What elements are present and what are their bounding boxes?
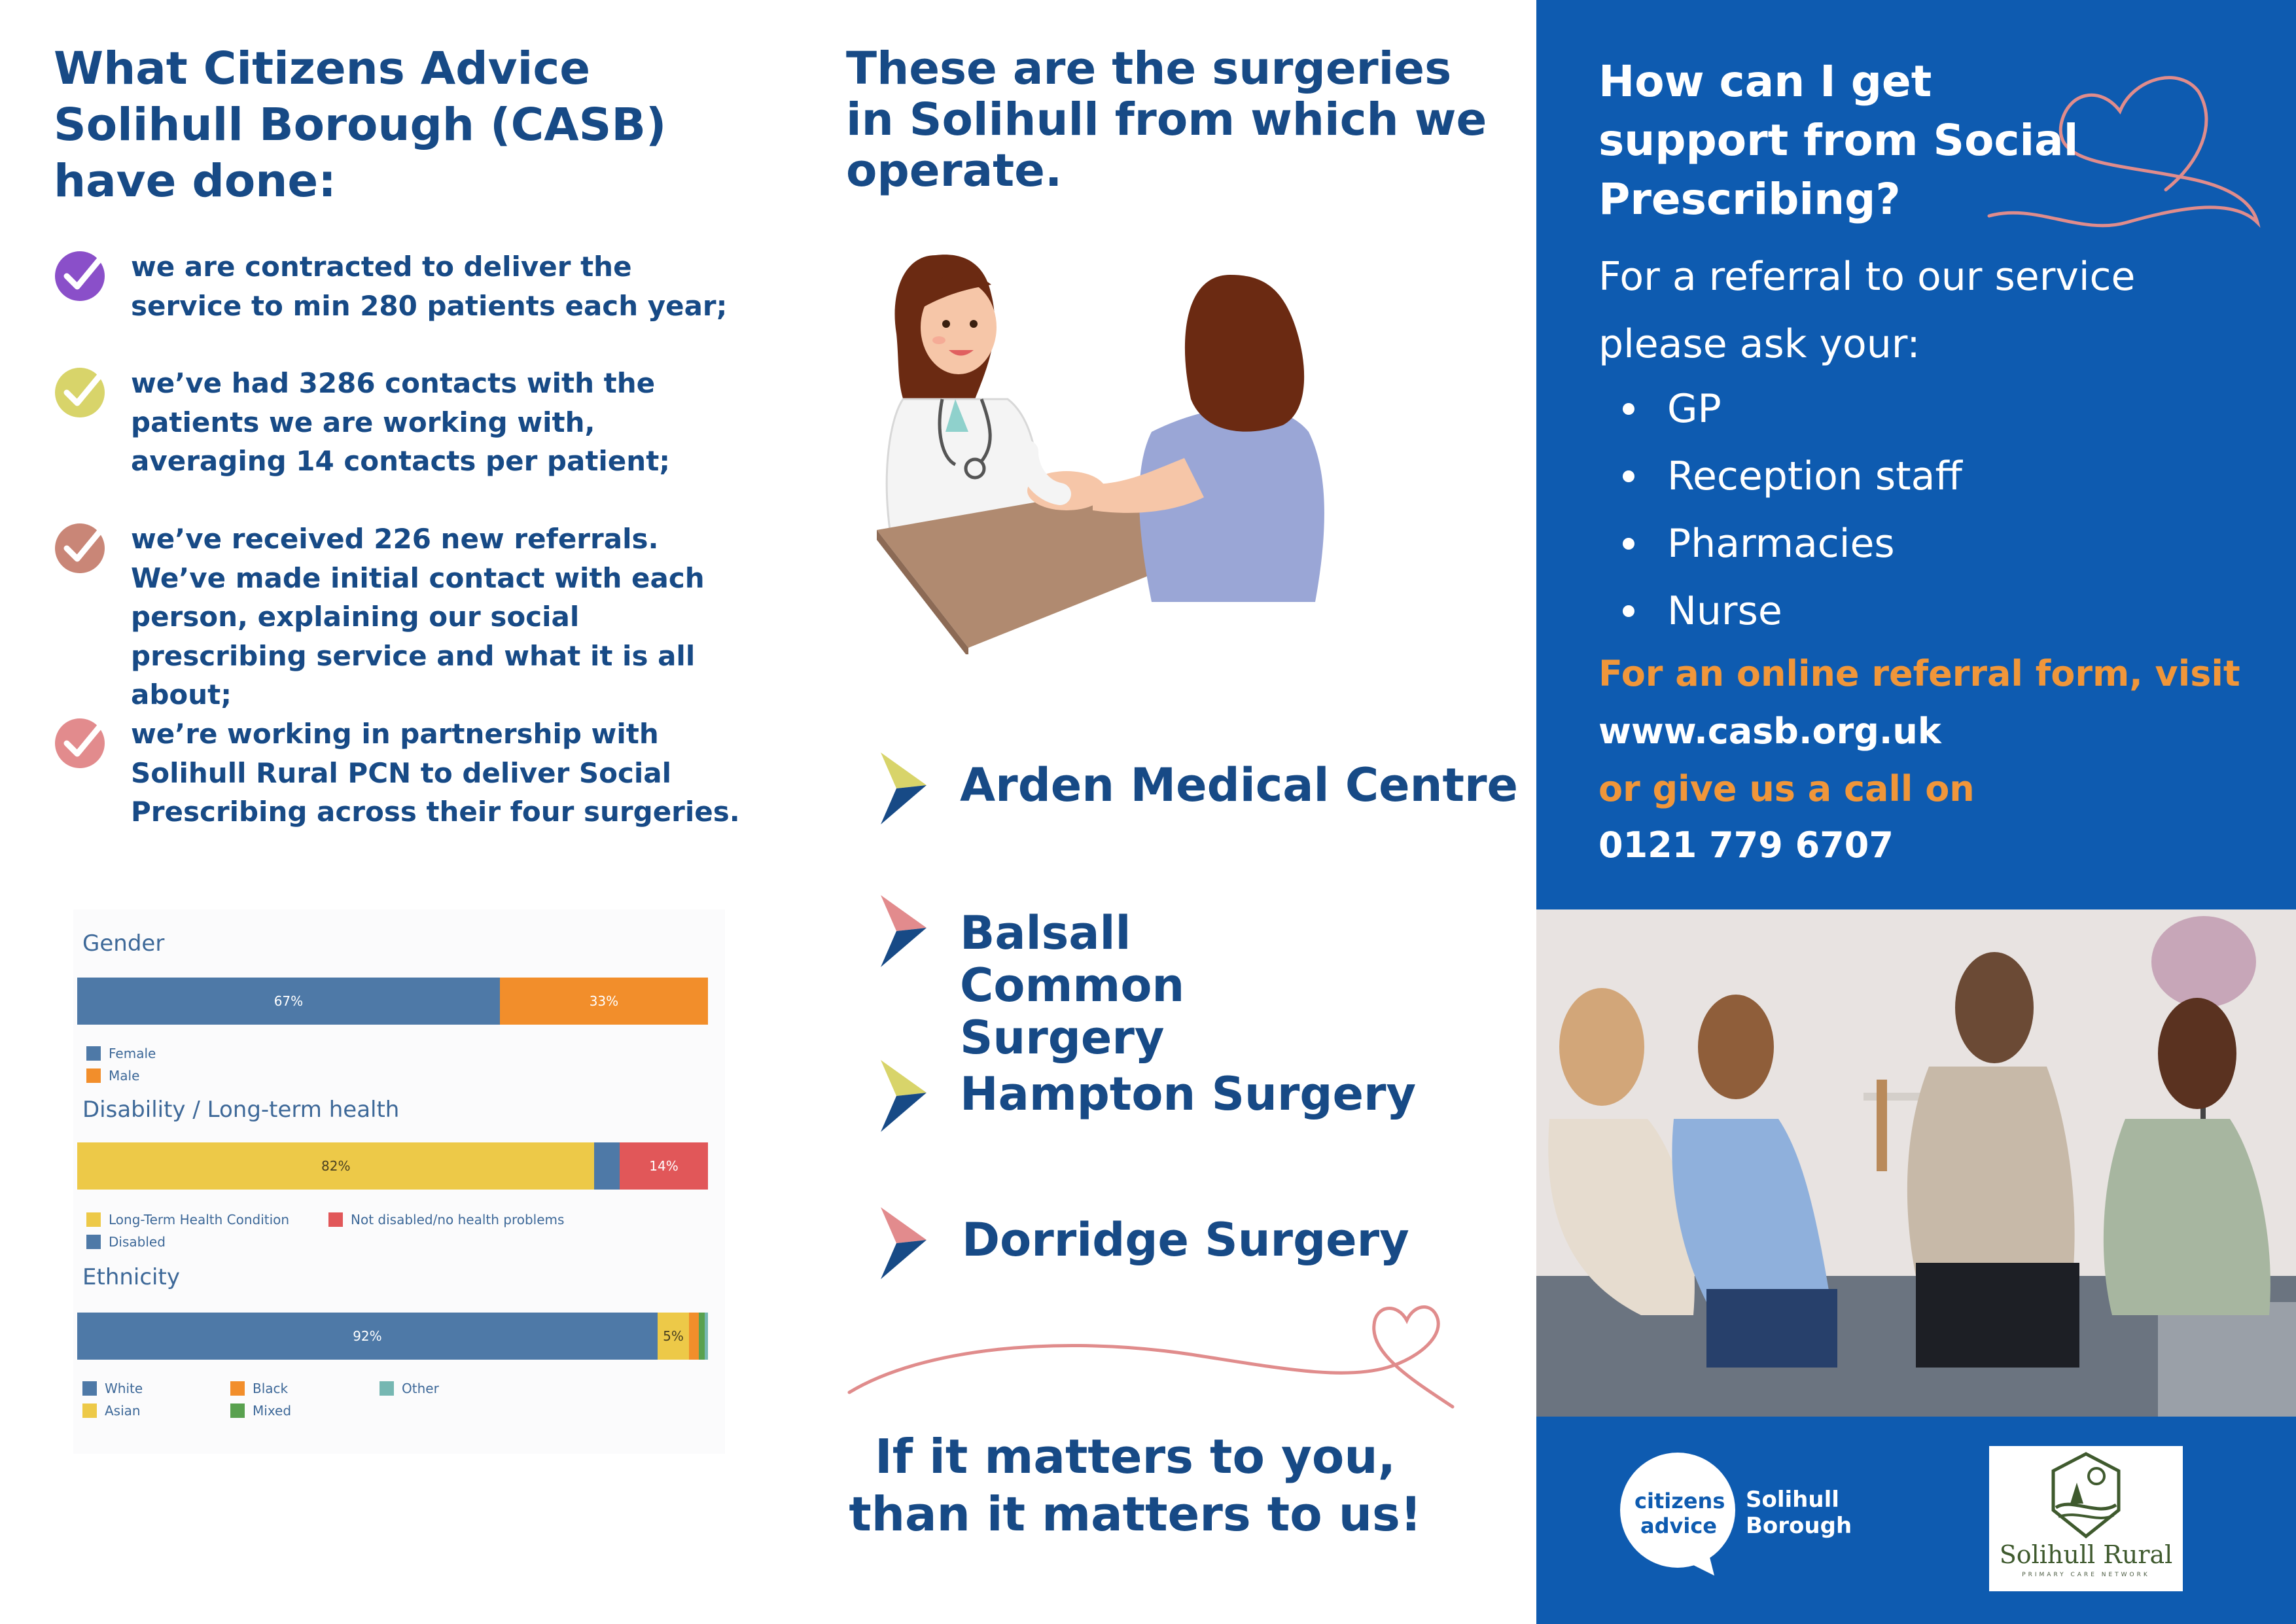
demographics-chart: Gender 67% 33% Female Male Disability / … (73, 909, 725, 1454)
citizens-advice-org-name: Solihull Borough (1746, 1487, 1852, 1539)
bar-segment-female: 67% (77, 978, 500, 1025)
referral-option: Nurse (1623, 588, 1782, 634)
bar-segment-mixed (698, 1313, 705, 1360)
achievement-text: we’ve received 226 new referrals. We’ve … (131, 523, 705, 711)
legend-white: White (82, 1381, 143, 1396)
legend-label: Black (253, 1381, 289, 1396)
legend-label: Long-Term Health Condition (109, 1212, 290, 1227)
referral-option-label: GP (1667, 386, 1722, 432)
bar-segment-white: 92% (77, 1313, 658, 1360)
legend-disabled: Disabled (86, 1234, 166, 1250)
legend-swatch (86, 1212, 101, 1227)
legend-label: Male (109, 1068, 140, 1084)
bullet-icon (1623, 538, 1634, 550)
arrow-marker-icon (881, 1060, 927, 1132)
bar-segment-disabled (594, 1142, 620, 1190)
citizens-advice-logo (1620, 1453, 1735, 1576)
gender-bar: 67% 33% (77, 978, 708, 1025)
achievement-text: we are contracted to deliver the service… (131, 251, 728, 322)
referral-option-label: Nurse (1667, 588, 1782, 634)
legend-swatch (380, 1381, 394, 1396)
check-icon (55, 251, 105, 301)
referral-option: Pharmacies (1623, 521, 1895, 567)
legend-label: Mixed (253, 1403, 292, 1419)
bar-segment-asian: 5% (657, 1313, 690, 1360)
referral-option: Reception staff (1623, 453, 1962, 499)
landscape-emblem-icon (2051, 1452, 2121, 1539)
legend-swatch (86, 1046, 101, 1061)
chart-title-ethnicity: Ethnicity (82, 1264, 180, 1290)
legend-label: Female (109, 1046, 156, 1061)
check-icon (55, 523, 105, 573)
legend-label: Not disabled/no health problems (351, 1212, 565, 1227)
legend-long-term: Long-Term Health Condition (86, 1212, 289, 1227)
surgeries-title: These are the surgeries in Solihull from… (846, 43, 1487, 197)
legend-swatch (328, 1212, 343, 1227)
legend-male: Male (86, 1068, 139, 1084)
legend-label: Asian (105, 1403, 141, 1419)
heart-line-decoration (847, 1305, 1455, 1409)
tagline: If it matters to you, than it matters to… (849, 1429, 1422, 1542)
arrow-marker-icon (881, 1207, 927, 1279)
chart-title-disability: Disability / Long-term health (82, 1097, 400, 1123)
bullet-icon (1623, 470, 1634, 482)
bullet-icon (1623, 403, 1634, 415)
solihull-rural-name: Solihull Rural (1999, 1540, 2173, 1569)
referral-option-label: Pharmacies (1667, 521, 1895, 567)
legend-swatch (230, 1403, 245, 1418)
group-session-photo (1536, 909, 2296, 1417)
achievement-text: we’re working in partnership with Solihu… (131, 718, 740, 828)
referral-option-label: Reception staff (1667, 453, 1962, 499)
legend-other: Other (380, 1381, 439, 1396)
surgery-name: Hampton Surgery (960, 1067, 1417, 1121)
ethnicity-bar: 92% 5% (77, 1313, 708, 1360)
bar-segment-male: 33% (499, 978, 708, 1025)
legend-swatch (82, 1403, 97, 1418)
referral-option: GP (1623, 386, 1722, 432)
legend-asian: Asian (82, 1403, 141, 1419)
surgery-name: Dorridge Surgery (962, 1213, 1409, 1267)
legend-mixed: Mixed (230, 1403, 291, 1419)
legend-swatch (82, 1381, 97, 1396)
achievement-text: we’ve had 3286 contacts with the patient… (131, 367, 671, 477)
arrow-marker-icon (881, 752, 927, 824)
phone-number[interactable]: 0121 779 6707 (1598, 824, 1894, 866)
surgery-name: Arden Medical Centre (960, 758, 1518, 812)
legend-label: White (105, 1381, 143, 1396)
citizens-advice-logo-text: citizens advice (1634, 1489, 1725, 1538)
chart-title-gender: Gender (82, 930, 165, 957)
bar-segment-black (689, 1313, 699, 1360)
support-title: How can I get support from Social Prescr… (1598, 56, 2079, 224)
heart-doodle-icon (1987, 76, 2261, 228)
online-referral-label: For an online referral form, visit (1598, 653, 2240, 694)
disability-bar: 82% 14% (77, 1142, 708, 1190)
legend-swatch (86, 1235, 101, 1249)
bar-segment-other (705, 1313, 708, 1360)
doctor-patient-illustration (877, 255, 1324, 654)
legend-swatch (86, 1068, 101, 1083)
left-title: What Citizens Advice Solihull Borough (C… (54, 43, 667, 207)
call-label: or give us a call on (1598, 768, 1975, 809)
legend-black: Black (230, 1381, 288, 1396)
bullet-icon (1623, 605, 1634, 617)
legend-label: Disabled (109, 1234, 166, 1250)
legend-swatch (230, 1381, 245, 1396)
solihull-rural-subtitle: PRIMARY CARE NETWORK (2022, 1572, 2150, 1578)
legend-label: Other (402, 1381, 439, 1396)
referral-intro: For a referral to our service please ask… (1598, 254, 2136, 367)
arrow-marker-icon (881, 895, 927, 967)
website-link[interactable]: www.casb.org.uk (1598, 711, 1941, 752)
check-icon (55, 368, 105, 417)
legend-female: Female (86, 1046, 156, 1061)
bar-segment-not-disabled: 14% (620, 1142, 708, 1190)
surgery-name: Balsall Common Surgery (960, 906, 1185, 1065)
solihull-rural-logo (1989, 1446, 2183, 1591)
bar-segment-long-term: 82% (77, 1142, 595, 1190)
check-icon (55, 718, 105, 768)
legend-not-disabled: Not disabled/no health problems (328, 1212, 564, 1227)
